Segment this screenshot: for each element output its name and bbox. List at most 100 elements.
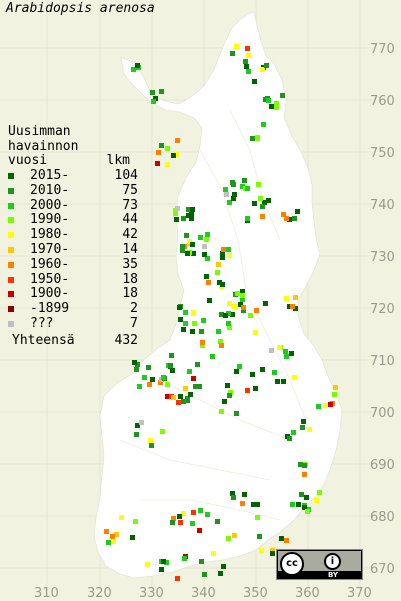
- observation-square: [165, 394, 170, 399]
- attribution-person-icon: i: [324, 553, 341, 570]
- observation-square: [219, 312, 224, 317]
- legend-item-count: 7: [130, 315, 138, 331]
- observation-square: [284, 354, 289, 359]
- observation-square: [300, 425, 305, 430]
- observation-square: [287, 436, 292, 441]
- observation-square: [223, 313, 228, 318]
- legend-item: 1980- 42: [8, 227, 138, 243]
- legend-swatch: [8, 173, 14, 179]
- observation-square: [135, 362, 140, 367]
- observation-square: [245, 186, 250, 191]
- observation-square: [280, 93, 285, 98]
- observation-square: [180, 244, 185, 249]
- legend-item-count: 18: [122, 271, 138, 287]
- observation-square: [333, 385, 338, 390]
- observation-square: [134, 367, 139, 372]
- observation-square: [245, 46, 250, 51]
- observation-square: [199, 559, 204, 564]
- observation-square: [305, 509, 310, 514]
- observation-square: [151, 99, 156, 104]
- observation-square: [175, 206, 180, 211]
- observation-square: [119, 515, 124, 520]
- observation-square: [156, 150, 161, 155]
- observation-square: [240, 184, 245, 189]
- observation-square: [292, 375, 297, 380]
- observation-square: [134, 432, 139, 437]
- observation-square: [183, 386, 188, 391]
- observation-square: [211, 551, 216, 556]
- observation-square: [250, 372, 255, 377]
- observation-square: [296, 502, 301, 507]
- observation-square: [145, 562, 150, 567]
- observation-square: [149, 443, 154, 448]
- observation-square: [219, 409, 224, 414]
- observation-square: [299, 492, 304, 497]
- legend-item: 1990- 44: [8, 213, 138, 228]
- observation-square: [150, 90, 155, 95]
- observation-square: [161, 559, 166, 564]
- observation-square: [207, 298, 212, 303]
- observation-square: [182, 556, 187, 561]
- observation-square: [226, 247, 231, 252]
- observation-square: [227, 325, 232, 330]
- observation-square: [316, 404, 321, 409]
- by-label: BY: [327, 571, 339, 579]
- x-tick-label: 370: [347, 586, 372, 601]
- observation-square: [183, 310, 188, 315]
- legend-swatch: [8, 202, 14, 209]
- observation-square: [176, 400, 181, 405]
- observation-square: [230, 312, 235, 317]
- observation-square: [298, 462, 303, 467]
- x-axis-labels: 310 320 330 340 350 360 370: [34, 586, 372, 601]
- legend-swatch: [8, 291, 14, 298]
- legend-total-row: Yhteensä 432: [8, 333, 138, 349]
- legend-item: 1970- 14: [8, 242, 138, 258]
- observation-square: [234, 44, 239, 49]
- observation-square: [258, 196, 263, 201]
- observation-square: [226, 311, 231, 316]
- observation-square: [231, 495, 236, 500]
- legend-item-label: 1980-: [30, 227, 70, 243]
- observation-squares: [104, 44, 338, 581]
- observation-square: [148, 438, 153, 443]
- observation-square: [328, 402, 333, 407]
- observation-square: [178, 394, 183, 399]
- observation-square: [216, 262, 221, 267]
- observation-square: [210, 354, 215, 359]
- observation-square: [131, 67, 136, 72]
- observation-square: [215, 270, 220, 275]
- observation-square: [180, 248, 185, 253]
- observation-square: [234, 369, 239, 374]
- observation-square: [260, 367, 265, 372]
- observation-square: [275, 379, 280, 384]
- observation-square: [133, 519, 138, 524]
- observation-square: [237, 364, 242, 369]
- cc-by-license-badge[interactable]: cc i BY: [276, 549, 363, 580]
- observation-square: [174, 217, 179, 222]
- legend-header-2: havainnon: [8, 139, 79, 154]
- observation-square: [287, 217, 292, 222]
- observation-square: [231, 182, 236, 187]
- observation-square: [191, 251, 196, 256]
- observation-square: [192, 321, 197, 326]
- observation-square: [284, 296, 289, 301]
- observation-square: [189, 216, 194, 221]
- observation-square: [171, 516, 176, 521]
- observation-square: [186, 207, 191, 212]
- observation-square: [260, 204, 265, 209]
- y-tick-label: 680: [370, 510, 395, 525]
- observation-square: [178, 520, 183, 525]
- observation-square: [270, 551, 275, 556]
- observation-square: [174, 152, 179, 157]
- observation-square: [264, 63, 269, 68]
- x-tick-label: 330: [139, 586, 164, 601]
- observation-square: [187, 239, 192, 244]
- observation-square: [205, 232, 210, 237]
- legend-items: 2015- 104 2010- 75 2000- 73 1990- 44 1980- 42 1970…: [8, 168, 138, 332]
- observation-square: [226, 321, 231, 326]
- observation-square: [246, 53, 251, 58]
- observation-square: [202, 572, 207, 577]
- observation-square: [302, 505, 307, 510]
- legend-item-label: 2015-: [30, 168, 70, 183]
- observation-square: [243, 59, 248, 64]
